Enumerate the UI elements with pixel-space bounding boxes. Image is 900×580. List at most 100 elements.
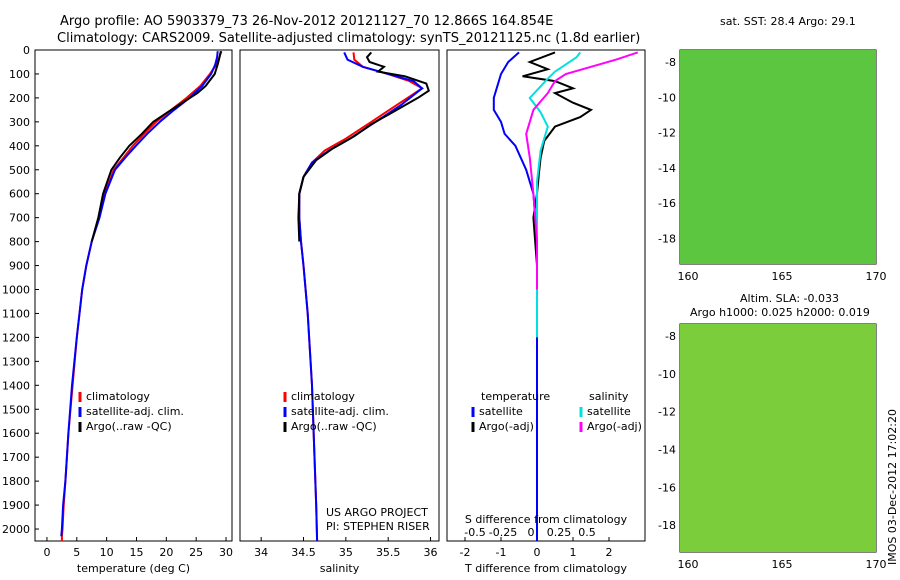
series-line xyxy=(298,52,425,542)
map-y-tick-label: -16 xyxy=(658,197,676,210)
legend-group-title: temperature xyxy=(481,390,550,403)
y-tick-label: 1300 xyxy=(2,355,30,368)
y-tick-label: 400 xyxy=(9,140,30,153)
y-tick-label: 1000 xyxy=(2,284,30,297)
chart-panel-2: 34 34.5 35 35.5 36 salinity climatology satelli… xyxy=(239,49,440,575)
x-tick-label: -1 xyxy=(496,546,507,559)
project-credit: US ARGO PROJECT xyxy=(326,506,428,519)
map-y-tick-label: -10 xyxy=(658,368,676,381)
pi-credit: PI: STEPHEN RISER xyxy=(326,520,430,533)
map-y-tick-label: -18 xyxy=(658,232,676,245)
y-tick-label: 1100 xyxy=(2,307,30,320)
y-tick-label: 700 xyxy=(9,212,30,225)
legend-entry: Argo(-adj) xyxy=(587,420,642,433)
y-tick-label: 1500 xyxy=(2,403,30,416)
series-line xyxy=(528,51,582,338)
s-tick-label: -0.5 xyxy=(464,526,485,539)
y-tick-label: 500 xyxy=(9,164,30,177)
legend-entry: Argo(..raw -QC) xyxy=(86,420,172,433)
x-tick-label: 25 xyxy=(189,546,203,559)
map-y-tick-label: -14 xyxy=(658,162,676,175)
legend-entry: satellite-adj. clim. xyxy=(86,405,184,418)
y-tick-label: 900 xyxy=(9,260,30,273)
y-tick-label: 1800 xyxy=(2,475,30,488)
s-tick-label: 0.5 xyxy=(578,526,596,539)
y-tick-label: 1600 xyxy=(2,427,30,440)
sla-map-title-2: Argo h1000: 0.025 h2000: 0.019 xyxy=(690,306,870,319)
x-axis-label-top: S difference from climatology xyxy=(465,513,628,526)
x-tick-label: 35.5 xyxy=(376,546,401,559)
map-y-tick-label: -18 xyxy=(658,519,676,532)
x-tick-label: 35 xyxy=(339,546,353,559)
y-tick-label: 0 xyxy=(23,44,30,57)
y-tick-label: 200 xyxy=(9,92,30,105)
legend-entry: climatology xyxy=(86,390,150,403)
y-tick-label: 300 xyxy=(9,116,30,129)
imos-stamp: IMOS 03-Dec-2012 17:02:20 xyxy=(886,409,899,565)
x-tick-label: 5 xyxy=(73,546,80,559)
legend-entry: satellite xyxy=(587,405,631,418)
chart-panel-3: -2 -1 0 1 2 T difference from climatology S di… xyxy=(446,49,646,575)
sla-map: Altim. SLA: -0.033 Argo h1000: 0.025 h20… xyxy=(680,292,876,552)
x-tick-label: 20 xyxy=(159,546,173,559)
s-tick-label: 0.25 xyxy=(547,526,572,539)
y-tick-label: 1900 xyxy=(2,499,30,512)
chart-panel-1: 0 5 10 15 20 25 300100200300400500600700800900… xyxy=(2,44,233,575)
legend-entry: Argo(-adj) xyxy=(479,420,534,433)
x-tick-label: 30 xyxy=(219,546,233,559)
y-tick-label: 1200 xyxy=(2,331,30,344)
x-tick-label: -2 xyxy=(460,546,471,559)
x-tick-label: 10 xyxy=(100,546,114,559)
map-y-tick-label: -8 xyxy=(665,56,676,69)
x-tick-label: 2 xyxy=(606,546,613,559)
map-x-tick-label: 165 xyxy=(772,270,793,283)
x-tick-label: 36 xyxy=(424,546,438,559)
y-tick-label: 600 xyxy=(9,188,30,201)
sst-map: sat. SST: 28.4 Argo: 29.1 xyxy=(680,15,876,264)
x-axis-label: temperature (deg C) xyxy=(77,562,190,575)
x-tick-label: 34.5 xyxy=(291,546,316,559)
sst-map-title: sat. SST: 28.4 Argo: 29.1 xyxy=(720,15,856,28)
sst-map-field xyxy=(680,50,876,264)
y-tick-label: 1700 xyxy=(2,451,30,464)
legend-entry: satellite xyxy=(479,405,523,418)
y-tick-label: 100 xyxy=(9,68,30,81)
plot-frame xyxy=(34,49,233,542)
map-x-tick-label: 160 xyxy=(678,270,699,283)
map-y-tick-label: -14 xyxy=(658,443,676,456)
legend-entry: satellite-adj. clim. xyxy=(291,405,389,418)
x-tick-label: 0 xyxy=(534,546,541,559)
legend-group-title: salinity xyxy=(589,390,629,403)
map-x-tick-label: 160 xyxy=(678,558,699,571)
map-x-tick-label: 170 xyxy=(866,270,887,283)
x-tick-label: 34 xyxy=(254,546,268,559)
legend-entry: Argo(..raw -QC) xyxy=(291,420,377,433)
x-axis-label: T difference from climatology xyxy=(464,562,627,575)
series-line xyxy=(492,51,538,541)
plot-frame xyxy=(239,49,440,542)
s-tick-label: -0.25 xyxy=(489,526,517,539)
title-line-1: Argo profile: AO 5903379_73 26-Nov-2012 … xyxy=(60,14,553,29)
series-line xyxy=(298,51,424,542)
plot-frame xyxy=(446,49,646,542)
x-tick-label: 0 xyxy=(43,546,50,559)
x-axis-label: salinity xyxy=(320,562,360,575)
series-line xyxy=(60,51,219,537)
series-line xyxy=(297,51,431,242)
sla-map-title-1: Altim. SLA: -0.033 xyxy=(740,292,839,305)
map-y-tick-label: -16 xyxy=(658,481,676,494)
series-line xyxy=(90,50,223,242)
series-line xyxy=(60,51,222,541)
y-tick-label: 1400 xyxy=(2,379,30,392)
map-x-tick-label: 170 xyxy=(866,558,887,571)
y-tick-label: 800 xyxy=(9,236,30,249)
series-line xyxy=(525,51,639,290)
x-tick-label: 1 xyxy=(570,546,577,559)
sla-map-field xyxy=(680,324,876,552)
map-y-tick-label: -10 xyxy=(658,91,676,104)
map-y-tick-label: -12 xyxy=(658,406,676,419)
legend-entry: climatology xyxy=(291,390,355,403)
y-tick-label: 2000 xyxy=(2,523,30,536)
map-y-tick-label: -12 xyxy=(658,127,676,140)
